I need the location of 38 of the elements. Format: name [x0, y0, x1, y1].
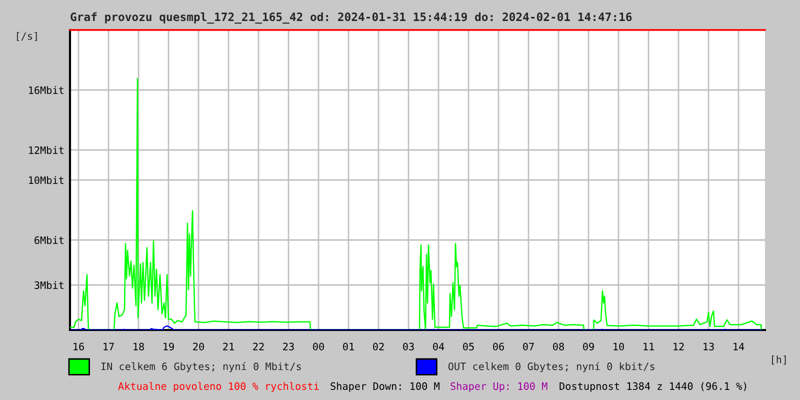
legend-label: IN celkem 6 Gbytes; nyní 0 Mbit/s [101, 362, 301, 372]
x-tick-label: 07 [523, 342, 534, 350]
y-tick-label: 6Mbit [34, 236, 64, 244]
x-axis-title: [h] [772, 356, 786, 365]
y-tick-label: 12Mbit [29, 146, 64, 154]
y-tick-label: 3Mbit [34, 281, 64, 290]
x-tick-label: 17 [104, 342, 114, 350]
x-tick-label: 08 [553, 342, 564, 350]
x-tick-label: 10 [614, 342, 624, 350]
x-tick-label: 01 [343, 342, 354, 350]
x-tick-label: 21 [223, 342, 234, 350]
x-tick-label: 00 [313, 342, 324, 350]
x-tick-label: 20 [193, 342, 204, 350]
x-tick-label: 19 [164, 342, 174, 350]
x-tick-label: 13 [704, 342, 714, 350]
x-tick-label: 06 [493, 342, 504, 350]
text: Shaper Down: 100 M [330, 382, 440, 392]
x-tick-label: 18 [134, 342, 144, 350]
text: Dostupnost 1384 z 1440 (96.1 %) [560, 382, 746, 392]
y-axis-title: [/s] [16, 32, 37, 42]
legend-label: OUT celkem 0 Gbytes; nyní 0 kbit/s [448, 362, 654, 372]
x-tick-label: 02 [373, 342, 384, 350]
y-tick-label: 16Mbit [29, 86, 64, 94]
chart-title: Graf provozu quesmpl_172_21_165_42 od: 2024-01-31 15:44:19 do: 2024-02-01 14:47:16 [70, 12, 632, 24]
line-series [70, 78, 762, 330]
x-tick-label: 22 [253, 342, 264, 350]
x-tick-label: 09 [583, 342, 594, 350]
x-tick-label: 12 [674, 342, 684, 350]
x-tick-label: 16 [74, 342, 84, 350]
x-tick-label: 05 [463, 342, 474, 350]
x-tick-label: 03 [403, 342, 414, 350]
x-tick-label: 23 [283, 342, 294, 350]
text: Shaper Up: 100 M [450, 382, 548, 392]
text: Aktualne povoleno 100 % rychlosti [118, 382, 319, 392]
x-tick-label: 04 [433, 342, 444, 350]
x-tick-label: 14 [734, 342, 744, 350]
x-tick-label: 11 [644, 342, 654, 350]
y-tick-label: 10Mbit [29, 176, 64, 184]
